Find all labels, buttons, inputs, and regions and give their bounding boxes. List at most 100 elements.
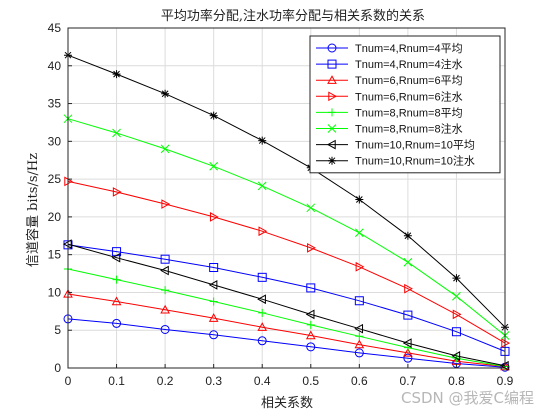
data-point-marker xyxy=(452,309,462,320)
data-point-marker xyxy=(306,203,316,213)
data-point-marker xyxy=(354,339,365,349)
data-point-marker xyxy=(327,43,337,53)
data-point-marker xyxy=(403,257,413,267)
legend-item: Tnum=8,Rnum=8平均 xyxy=(316,106,463,119)
data-point-marker xyxy=(403,353,413,363)
data-point-marker xyxy=(160,254,170,264)
data-point-marker xyxy=(354,348,364,358)
legend-label: Tnum=8,Rnum=8平均 xyxy=(355,106,463,119)
data-point-marker xyxy=(161,199,171,209)
x-tick-label: 0.2 xyxy=(157,374,174,388)
data-point-marker xyxy=(112,275,121,284)
data-point-marker xyxy=(451,351,461,361)
data-point-marker xyxy=(257,336,267,346)
data-point-marker xyxy=(257,322,268,331)
y-tick-label: 15 xyxy=(48,248,62,262)
data-point-marker xyxy=(112,70,121,79)
data-point-marker xyxy=(161,89,170,98)
legend-item: Tnum=6,Rnum=6注水 xyxy=(316,89,463,103)
y-tick-label: 5 xyxy=(54,323,61,337)
data-point-marker xyxy=(305,309,315,320)
data-point-marker xyxy=(327,75,337,84)
data-point-marker xyxy=(403,347,413,357)
legend-label: Tnum=10,Rnum=10平均 xyxy=(355,139,475,152)
data-point-marker xyxy=(328,108,336,117)
watermark: CSDN @我爱C编程 xyxy=(400,389,534,407)
data-point-marker xyxy=(326,139,336,150)
legend-item: Tnum=6,Rnum=6平均 xyxy=(316,74,463,87)
data-point-marker xyxy=(306,342,316,352)
data-series xyxy=(62,51,511,372)
chart-title: 平均功率分配,注水功率分配与相关系数的关系 xyxy=(161,8,425,24)
legend-item: Tnum=10,Rnum=10平均 xyxy=(316,139,475,152)
data-point-marker xyxy=(160,324,170,334)
legend-box xyxy=(309,35,501,174)
data-point-marker xyxy=(161,286,170,295)
data-point-marker xyxy=(451,327,461,337)
series-6 xyxy=(63,114,510,340)
y-tick-label: 25 xyxy=(48,172,62,186)
data-point-marker xyxy=(111,296,122,306)
data-point-marker xyxy=(257,294,266,305)
series-line xyxy=(67,244,506,352)
series-2 xyxy=(63,240,510,356)
x-tick-label: 0.9 xyxy=(497,374,514,388)
data-point-marker xyxy=(327,59,337,69)
data-point-marker xyxy=(160,144,170,154)
y-tick-label: 30 xyxy=(48,134,62,148)
data-point-marker xyxy=(208,313,219,322)
x-tick-label: 0.6 xyxy=(351,374,368,388)
x-axis-label: 相关系数 xyxy=(261,396,313,411)
data-point-marker xyxy=(111,252,121,263)
legend-item: Tnum=4,Rnum=4平均 xyxy=(316,42,463,55)
plot-frame xyxy=(67,27,506,369)
data-point-marker xyxy=(404,283,413,294)
data-point-marker xyxy=(402,338,412,348)
data-point-marker xyxy=(209,212,219,222)
data-point-marker xyxy=(112,187,122,197)
y-tick-label: 10 xyxy=(48,285,62,299)
x-tick-label: 0.3 xyxy=(205,374,222,388)
series-line xyxy=(67,54,506,328)
legend: Tnum=4,Rnum=4平均 Tnum=4,Rnum=4注水 Tnum=6,Rnu… xyxy=(309,35,501,174)
x-tick-label: 0 xyxy=(65,374,72,388)
data-point-marker xyxy=(452,274,461,283)
data-point-marker xyxy=(160,304,170,314)
series-line xyxy=(67,268,506,367)
data-point-marker xyxy=(452,291,461,301)
data-point-marker xyxy=(209,263,219,273)
data-point-marker xyxy=(328,91,338,102)
data-point-marker xyxy=(403,231,412,240)
data-point-marker xyxy=(209,297,218,306)
legend-item: Tnum=8,Rnum=8注水 xyxy=(316,122,463,136)
data-point-marker xyxy=(355,332,364,341)
legend-label: Tnum=6,Rnum=6平均 xyxy=(355,74,463,87)
data-point-marker xyxy=(258,308,267,317)
series-line xyxy=(67,243,506,367)
data-point-marker xyxy=(307,243,316,253)
legend-item: Tnum=10,Rnum=10注水 xyxy=(316,154,475,168)
data-point-marker xyxy=(305,330,316,340)
series-line xyxy=(67,180,506,344)
y-tick-label: 40 xyxy=(48,59,62,73)
x-tick-label: 0.8 xyxy=(448,374,465,388)
data-point-marker xyxy=(355,261,365,272)
y-tick-label: 45 xyxy=(48,21,62,35)
y-tick-label: 35 xyxy=(48,97,62,111)
data-point-marker xyxy=(354,296,364,306)
data-point-marker xyxy=(209,161,219,171)
data-point-marker xyxy=(208,280,218,290)
legend-label: Tnum=6,Rnum=6注水 xyxy=(355,89,463,103)
y-axis-label: 信道容量 bits/s/Hz xyxy=(25,153,41,267)
legend-label: Tnum=4,Rnum=4平均 xyxy=(355,42,463,55)
series-line xyxy=(67,318,506,368)
data-point-marker xyxy=(209,111,218,120)
data-point-marker xyxy=(112,318,122,328)
series-3 xyxy=(63,288,510,371)
x-tick-label: 0.7 xyxy=(400,374,417,388)
data-point-marker xyxy=(257,181,267,191)
data-point-marker xyxy=(160,265,169,276)
legend-label: Tnum=10,Rnum=10注水 xyxy=(355,154,475,168)
data-point-marker xyxy=(306,320,315,329)
